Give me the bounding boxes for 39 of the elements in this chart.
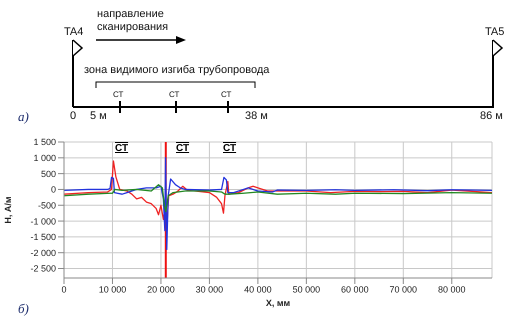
line-series <box>64 160 492 222</box>
x-tick-label: 30 000 <box>196 284 224 294</box>
text: TA5 <box>485 26 504 39</box>
text: 0 <box>70 110 76 123</box>
y-tick-label: -1 000 <box>30 216 56 226</box>
y-tick-label: -1 500 <box>30 232 56 242</box>
text: 86 м <box>480 110 503 123</box>
x-tick-label: 40 000 <box>244 284 272 294</box>
text: СТ <box>221 89 232 101</box>
y-tick-label: -2 500 <box>30 264 56 274</box>
y-tick-label: 1 500 <box>33 137 56 148</box>
x-tick-label: 20 000 <box>147 284 175 294</box>
annotation: СТ <box>222 143 238 155</box>
text: СТ <box>113 89 124 101</box>
x-tick-label: 50 000 <box>292 284 320 294</box>
y-tick-label: 500 <box>40 168 56 179</box>
text: 5 м <box>90 110 107 123</box>
text: СТ <box>169 89 180 101</box>
y-tick-label: -500 <box>38 200 56 210</box>
x-tick-label: 10 000 <box>98 284 126 294</box>
line-series <box>64 157 492 250</box>
x-tick-label: 70 000 <box>390 284 418 294</box>
text: направление сканирования <box>97 8 170 34</box>
annotation: СТ <box>114 143 130 155</box>
y-tick-label: 0 <box>50 184 56 195</box>
x-tick-label: 80 000 <box>438 284 466 294</box>
x-tick-label: 60 000 <box>341 284 369 294</box>
x-axis-title: X, мм <box>266 298 290 308</box>
text: б) <box>18 301 29 317</box>
y-tick-label: -2 000 <box>30 248 56 258</box>
line-series <box>64 184 492 212</box>
text: 38 м <box>245 110 268 123</box>
text: TA4 <box>64 26 84 39</box>
y-tick-label: 1 000 <box>33 153 56 164</box>
annotation: СТ <box>175 143 190 155</box>
text: зона видимого изгиба трубопровода <box>84 64 270 77</box>
y-axis-title: H, А/м <box>3 196 14 224</box>
text: а) <box>18 109 29 124</box>
x-tick-label: 0 <box>61 284 67 294</box>
